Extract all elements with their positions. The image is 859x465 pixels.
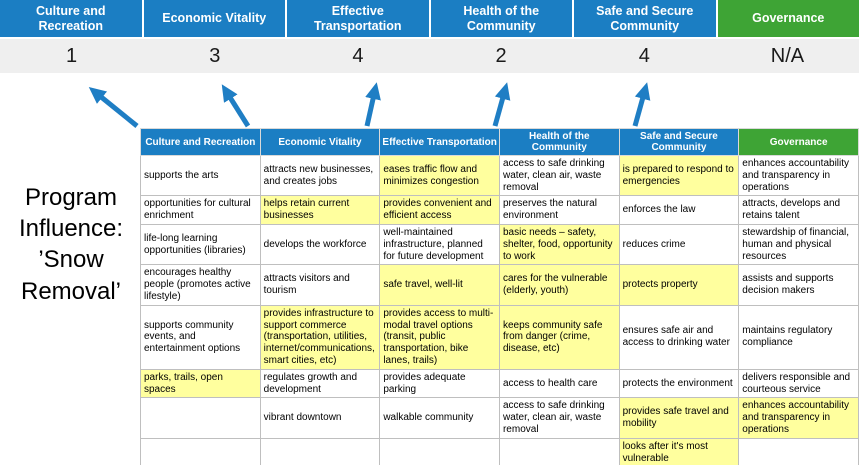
table-row: encourages healthy people (promotes acti…	[140, 264, 859, 306]
table-cell: looks after it's most vulnerable	[618, 437, 740, 465]
table-cell: regulates growth and development	[259, 368, 381, 399]
table-row: opportunities for cultural enrichment hel…	[140, 195, 859, 225]
table-cell: is prepared to respond to emergencies	[618, 154, 740, 197]
table-cell: maintains regulatory compliance	[738, 304, 859, 370]
pillar-economic-vitality: Economic Vitality	[143, 0, 285, 37]
pillar-health-of-community: Health of the Community	[430, 0, 572, 37]
table-cell: vibrant downtown	[259, 397, 381, 439]
table-cell: basic needs – safety, shelter, food, opp…	[498, 223, 620, 266]
table-cell: supports community events, and entertain…	[140, 304, 261, 370]
influence-arrow	[88, 86, 139, 128]
influence-arrow	[364, 82, 381, 127]
table-cell: attracts new businesses, and creates job…	[259, 154, 381, 197]
table-row: supports the arts attracts new businesses…	[140, 154, 859, 197]
table-cell	[498, 437, 620, 465]
score-health-of-community: 2	[495, 44, 507, 67]
pillar-culture-recreation: Culture and Recreation	[0, 0, 142, 37]
table-cell: delivers responsible and courteous servi…	[738, 368, 859, 399]
score-culture-recreation: 1	[66, 44, 78, 67]
table-cell: walkable community	[379, 397, 500, 439]
program-influence-label: Program Influence: ’Snow Removal’	[18, 184, 124, 305]
table-cell: provides safe travel and mobility	[618, 397, 740, 439]
score-economic-vitality: 3	[209, 44, 221, 67]
pillar-label: Governance	[752, 11, 825, 26]
influence-arrow	[221, 84, 251, 128]
column-header: Safe and Secure Community	[618, 128, 740, 156]
score-arrows	[88, 82, 651, 128]
pillar-label: Culture and Recreation	[36, 4, 106, 33]
table-cell: supports the arts	[140, 154, 261, 197]
pillar-safe-secure-community: Safe and Secure Community	[574, 0, 716, 37]
table-cell: parks, trails, open spaces	[140, 368, 261, 399]
table-cell: reduces crime	[618, 223, 740, 266]
score-effective-transportation: 4	[352, 44, 364, 67]
table-cell: keeps community safe from danger (crime,…	[498, 304, 620, 370]
table-cell: enforces the law	[618, 195, 740, 225]
table-cell: attracts, develops and retains talent	[738, 195, 859, 225]
pillar-label: Safe and Secure Community	[596, 4, 694, 33]
table-cell: safe travel, well-lit	[379, 264, 500, 306]
score-safe-secure-community: 4	[638, 44, 650, 67]
score-governance: N/A	[770, 44, 805, 67]
table-cell: eases traffic flow and minimizes congest…	[379, 154, 500, 197]
table-cell: stewardship of financial, human and phys…	[738, 223, 859, 266]
table-cell: provides infrastructure to support comme…	[259, 304, 381, 370]
table-row: life-long learning opportunities (librar…	[140, 223, 859, 266]
table-cell: provides adequate parking	[379, 368, 500, 399]
column-header: Governance	[738, 128, 859, 156]
table-header-row: Culture and Recreation Economic Vitality E…	[140, 128, 859, 156]
pillar-label: Economic Vitality	[162, 11, 267, 26]
score-band: 1 3 4 2 4 N/A	[0, 39, 859, 73]
table-cell	[140, 437, 261, 465]
table-cell: access to health care	[498, 368, 620, 399]
table-cell: life-long learning opportunities (librar…	[140, 223, 261, 266]
table-cell: opportunities for cultural enrichment	[140, 195, 261, 225]
table-row: vibrant downtown walkable community access…	[140, 397, 859, 439]
pillar-label: Effective Transportation	[313, 4, 402, 33]
pillar-label: Health of the Community	[463, 4, 540, 33]
pillar-effective-transportation: Effective Transportation	[287, 0, 429, 37]
table-cell	[379, 437, 500, 465]
table-cell: well-maintained infrastructure, planned …	[379, 223, 500, 266]
table-cell: protects the environment	[618, 368, 740, 399]
pillar-header-band: Culture and Recreation Economic Vitality…	[0, 0, 859, 37]
table-cell: access to safe drinking water, clean air…	[498, 397, 620, 439]
table-cell	[259, 437, 381, 465]
table-cell: enhances accountability and transparency…	[738, 397, 859, 439]
influence-arrow	[632, 82, 651, 127]
table-cell: develops the workforce	[259, 223, 381, 266]
table-cell	[140, 397, 261, 439]
pillar-governance: Governance	[717, 0, 859, 37]
column-header: Culture and Recreation	[140, 128, 261, 156]
influence-table: Culture and Recreation Economic Vitality E…	[140, 128, 859, 465]
table-cell: protects property	[618, 264, 740, 306]
table-cell: enhances accountability and transparency…	[738, 154, 859, 197]
table-row: looks after it's most vulnerable	[140, 437, 859, 465]
influence-arrow	[492, 82, 511, 127]
table-cell: helps retain current businesses	[259, 195, 381, 225]
table-cell: ensures safe air and access to drinking …	[618, 304, 740, 370]
table-cell: attracts visitors and tourism	[259, 264, 381, 306]
table-cell: access to safe drinking water, clean air…	[498, 154, 620, 197]
column-header: Economic Vitality	[259, 128, 381, 156]
table-row: parks, trails, open spaces regulates grow…	[140, 368, 859, 399]
table-row: supports community events, and entertain…	[140, 304, 859, 370]
table-cell: provides convenient and efficient access	[379, 195, 500, 225]
column-header: Effective Transportation	[379, 128, 500, 156]
table-cell: provides access to multi-modal travel op…	[379, 304, 500, 370]
table-cell: cares for the vulnerable (elderly, youth…	[498, 264, 620, 306]
table-cell: preserves the natural environment	[498, 195, 620, 225]
column-header: Health of the Community	[498, 128, 620, 156]
table-cell: assists and supports decision makers	[738, 264, 859, 306]
table-cell	[738, 437, 859, 465]
table-cell: encourages healthy people (promotes acti…	[140, 264, 261, 306]
